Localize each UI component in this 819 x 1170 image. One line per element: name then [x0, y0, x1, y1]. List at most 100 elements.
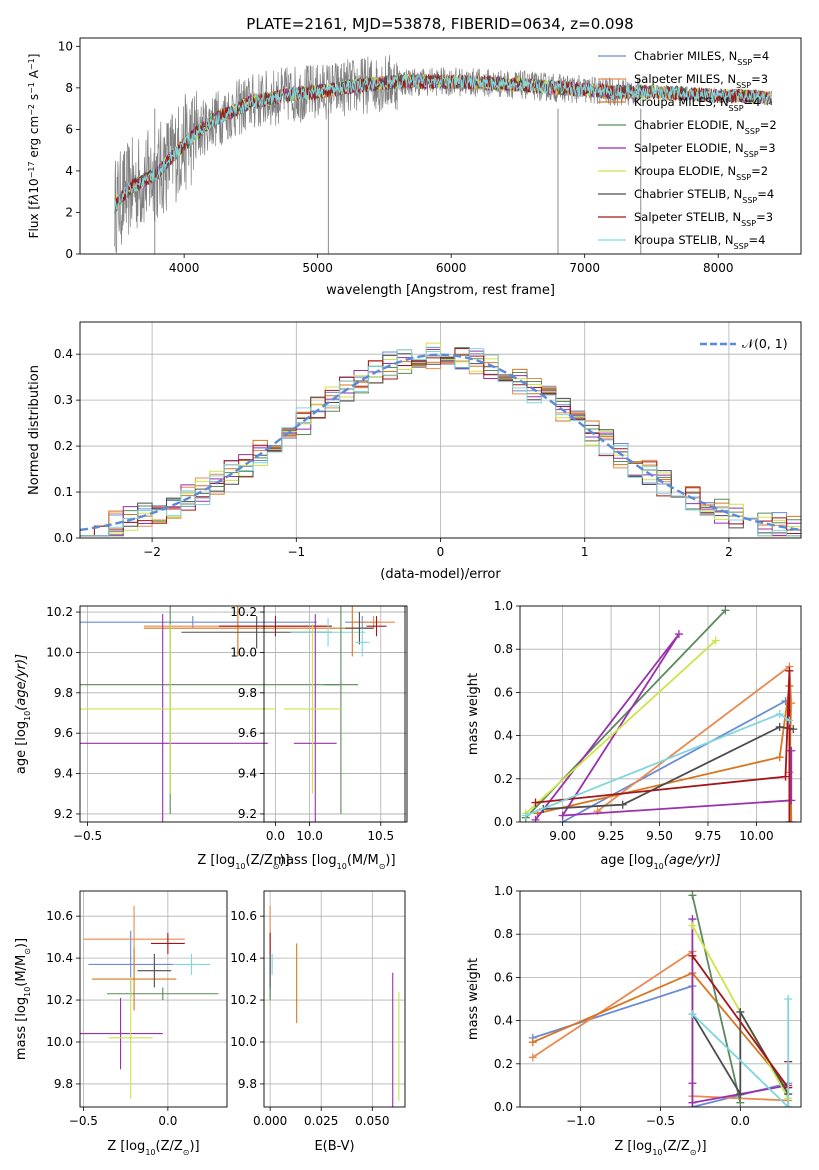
weight-z-axes-xtick-label: −1.0: [566, 1114, 595, 1128]
spectrum-axes-ytick-label: 2: [65, 205, 73, 219]
weight-age-axes-plot: [521, 606, 798, 822]
legend-label: Kroupa ELODIE, NSSP=2: [634, 164, 768, 182]
legend-label-part: Chabrier MILES, N: [634, 49, 737, 63]
mass-ebv-axes-ytick-label: 10.0: [230, 1035, 257, 1049]
weight-z-axes-ytick-label: 0.2: [494, 1057, 513, 1071]
mass-ebv-axes-xtick-label: 0.000: [253, 1114, 287, 1128]
legend-label-part: SSP: [742, 196, 757, 205]
weight-age-axes-marker: [618, 800, 627, 809]
legend-label: Kroupa STELIB, NSSP=4: [634, 233, 765, 251]
age-mass-xlabel-part: mass [log: [273, 853, 336, 868]
spectrum-axes-xtick-label: 7000: [569, 261, 600, 275]
weight-age-axes-marker: [785, 666, 794, 675]
weight-age-axes-marker: [785, 716, 794, 725]
age-z-axes-ytick-label: 9.6: [54, 726, 73, 740]
mass-ebv-axes-ytick-label: 10.4: [230, 951, 257, 965]
legend-label: Kroupa MILES, NSSP=4: [634, 95, 760, 113]
age-z-axes-ytick-label: 9.4: [54, 767, 73, 781]
weight-age-axes-marker: [775, 722, 784, 731]
weight-z-axes-marker: [688, 951, 697, 960]
mass-ebv-axes-ytick-label: 10.6: [230, 909, 257, 923]
weight-age-axes-ytick-label: 1.0: [494, 599, 513, 613]
legend-label-part: SSP: [729, 104, 744, 113]
weight-age-axes-xtick-label: 9.50: [646, 829, 673, 843]
legend-label-part: SSP: [734, 242, 749, 251]
weight-age-axes-marker: [781, 772, 790, 781]
spectrum-ylabel: Flux [fλ10−17 erg cm−2 s−1 A−1]: [27, 54, 42, 239]
age-z-xlabel-part: )]: [279, 853, 289, 868]
spectrum-ylabel-part: ]: [27, 54, 41, 59]
mass-ebv-axes-ytick-label: 10.2: [230, 993, 257, 1007]
mass-z-ylabel-part: 10: [23, 987, 32, 997]
age-z-xlabel-part: 10: [235, 862, 245, 871]
spectrum-ylabel-part: s: [27, 94, 41, 104]
mass-z-xlabel: Z [log10(Z/Z⊙)]: [107, 1139, 199, 1157]
age-mass-axes-xtick-label: 10.5: [367, 829, 394, 843]
weight-age-xlabel-part: 10: [654, 862, 664, 871]
weight-z-axes-marker: [688, 891, 697, 900]
weight-age-axes-marker: [521, 811, 530, 820]
weight-z-axes-ytick-label: 0.6: [494, 970, 513, 984]
mass-z-axes-ytick-label: 10.2: [46, 993, 73, 1007]
weight-z-xlabel: Z [log10(Z/Z⊙)]: [614, 1139, 706, 1157]
legend-label: Salpeter MILES, NSSP=3: [634, 72, 768, 90]
histogram-axes-ytick-label: 0.3: [54, 393, 73, 407]
weight-z-axes-marker: [528, 1053, 537, 1062]
mass-z-xlabel-part: )]: [189, 1139, 199, 1154]
legend-label: Salpeter STELIB, NSSP=3: [634, 210, 773, 228]
weight-age-axes-marker: [789, 725, 798, 734]
mass-z-ylabel-part: (M/M: [14, 955, 29, 987]
age-z-xlabel: Z [log10(Z/Z⊙)]: [197, 853, 289, 871]
legend-label-part: Kroupa MILES, N: [634, 95, 729, 109]
spectrum-ylabel-part: −2: [27, 104, 36, 116]
weight-age-axes-series-line: [525, 639, 717, 815]
age-z-axes-xtick-label: −0.5: [73, 829, 102, 843]
weight-z-axes-series-line: [691, 895, 742, 1103]
spectrum-ylabel-part: Flux [f: [27, 200, 41, 238]
age-z-axes-xtick-label: 0.0: [266, 829, 285, 843]
weight-z-xlabel-part: (Z/Z: [663, 1139, 690, 1154]
weight-age-axes-marker: [775, 753, 784, 762]
mass-z-xlabel-part: Z [log: [107, 1139, 145, 1154]
legend-label-part: =4: [752, 49, 769, 63]
histogram-axes-ytick-label: 0.1: [54, 485, 73, 499]
legend-label-part: SSP: [737, 58, 752, 67]
histogram-axes: −2 −1 0 1 2 0.0 0.1 0.2 0.3 0.4 𝒩(0, 1) (data-model…: [27, 321, 802, 582]
age-z-axes-ytick-label: 10.2: [46, 605, 73, 619]
weight-age-axes-ytick-label: 0.2: [494, 772, 513, 786]
histogram-axes-xtick-label: −1: [287, 545, 305, 559]
mass-ebv-axes-frame: [263, 890, 406, 1108]
spectrum-ylabel-part: −17: [27, 161, 36, 178]
age-mass-axes-ytick-label: 9.2: [238, 807, 257, 821]
age-z-xlabel-part: (Z/Z: [246, 853, 273, 868]
mass-ebv-axes-xtick-label: 0.025: [304, 1114, 338, 1128]
legend-label: Chabrier STELIB, NSSP=4: [634, 187, 774, 205]
mass-ebv-xlabel: E(B-V): [314, 1139, 354, 1154]
mass-z-xlabel-part: 10: [145, 1148, 155, 1157]
legend-label: Salpeter ELODIE, NSSP=3: [634, 141, 776, 159]
mass-ebv-axes-ytick-label: 9.8: [238, 1077, 257, 1091]
legend-label-part: Salpeter ELODIE, N: [634, 141, 744, 155]
age-mass-axes-xtick-label: 10.0: [296, 829, 323, 843]
legend-label-part: =2: [751, 164, 768, 178]
spectrum-axes-xtick-label: 6000: [436, 261, 467, 275]
weight-age-axes-ytick-label: 0.0: [494, 815, 513, 829]
weight-age-axes-series-line: [537, 685, 793, 822]
weight-z-axes-series-line: [691, 999, 790, 1107]
mass-z-axes-ytick-label: 9.8: [54, 1077, 73, 1091]
weight-z-xlabel-part: ⊙: [690, 1148, 697, 1157]
weight-age-axes-xtick-label: 9.25: [598, 829, 625, 843]
legend-label-part: SSP: [744, 150, 759, 159]
weight-age-xlabel-part: age [log: [600, 853, 653, 868]
weight-z-axes-marker: [736, 1090, 745, 1099]
age-z-axes-plot: [80, 606, 366, 822]
spectrum-xlabel: wavelength [Angstrom, rest frame]: [326, 283, 555, 298]
mass-z-ylabel: mass [log10(M/M⊙)]: [14, 938, 32, 1060]
weight-z-axes-marker: [736, 1007, 745, 1016]
mass-z-axes-ytick-label: 10.4: [46, 951, 73, 965]
histogram-axes-ytick-label: 0.0: [54, 531, 73, 545]
gaussian-curve: [80, 353, 801, 532]
age-z-ylabel-part: age [log: [14, 721, 29, 774]
